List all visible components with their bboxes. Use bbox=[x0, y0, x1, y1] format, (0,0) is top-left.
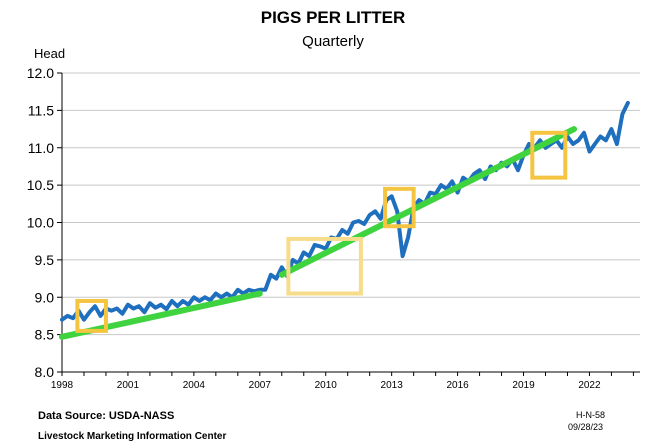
highlight-box bbox=[383, 186, 416, 229]
x-tick-label: 2019 bbox=[512, 380, 535, 391]
x-tick-label: 2010 bbox=[315, 380, 338, 391]
y-tick-label: 8.0 bbox=[35, 364, 55, 380]
series-line-pigs-per-litter bbox=[60, 100, 630, 322]
y-tick-label: 12.0 bbox=[27, 65, 54, 81]
trend-line bbox=[278, 126, 578, 278]
chart-date-label: 09/28/23 bbox=[568, 422, 604, 432]
y-tick-label: 10.0 bbox=[27, 215, 54, 231]
highlight-box bbox=[286, 236, 363, 296]
x-tick-label: 2004 bbox=[183, 380, 206, 391]
x-tick-label: 2013 bbox=[381, 380, 404, 391]
highlight-box bbox=[530, 130, 568, 180]
highlight-box bbox=[75, 298, 108, 333]
organization-label: Livestock Marketing Information Center bbox=[38, 431, 227, 442]
x-tick-label: 2007 bbox=[249, 380, 272, 391]
y-tick-label: 10.5 bbox=[27, 177, 54, 193]
chart-code-label: H-N-58 bbox=[576, 410, 606, 420]
x-tick-label: 1998 bbox=[51, 380, 74, 391]
chart-subtitle: Quarterly bbox=[302, 33, 364, 50]
x-tick-label: 2001 bbox=[117, 380, 140, 391]
data-source-label: Data Source: USDA-NASS bbox=[38, 410, 175, 422]
y-tick-label: 8.5 bbox=[35, 327, 55, 343]
y-axis-label: Head bbox=[34, 46, 66, 61]
y-tick-label: 9.5 bbox=[35, 252, 55, 268]
y-tick-label: 11.0 bbox=[28, 140, 54, 156]
chart-title: PIGS PER LITTER bbox=[260, 8, 406, 27]
x-tick-label: 2022 bbox=[578, 380, 601, 391]
y-tick-label: 11.5 bbox=[28, 102, 54, 118]
y-tick-label: 9.0 bbox=[35, 289, 55, 305]
x-tick-label: 2016 bbox=[446, 380, 469, 391]
